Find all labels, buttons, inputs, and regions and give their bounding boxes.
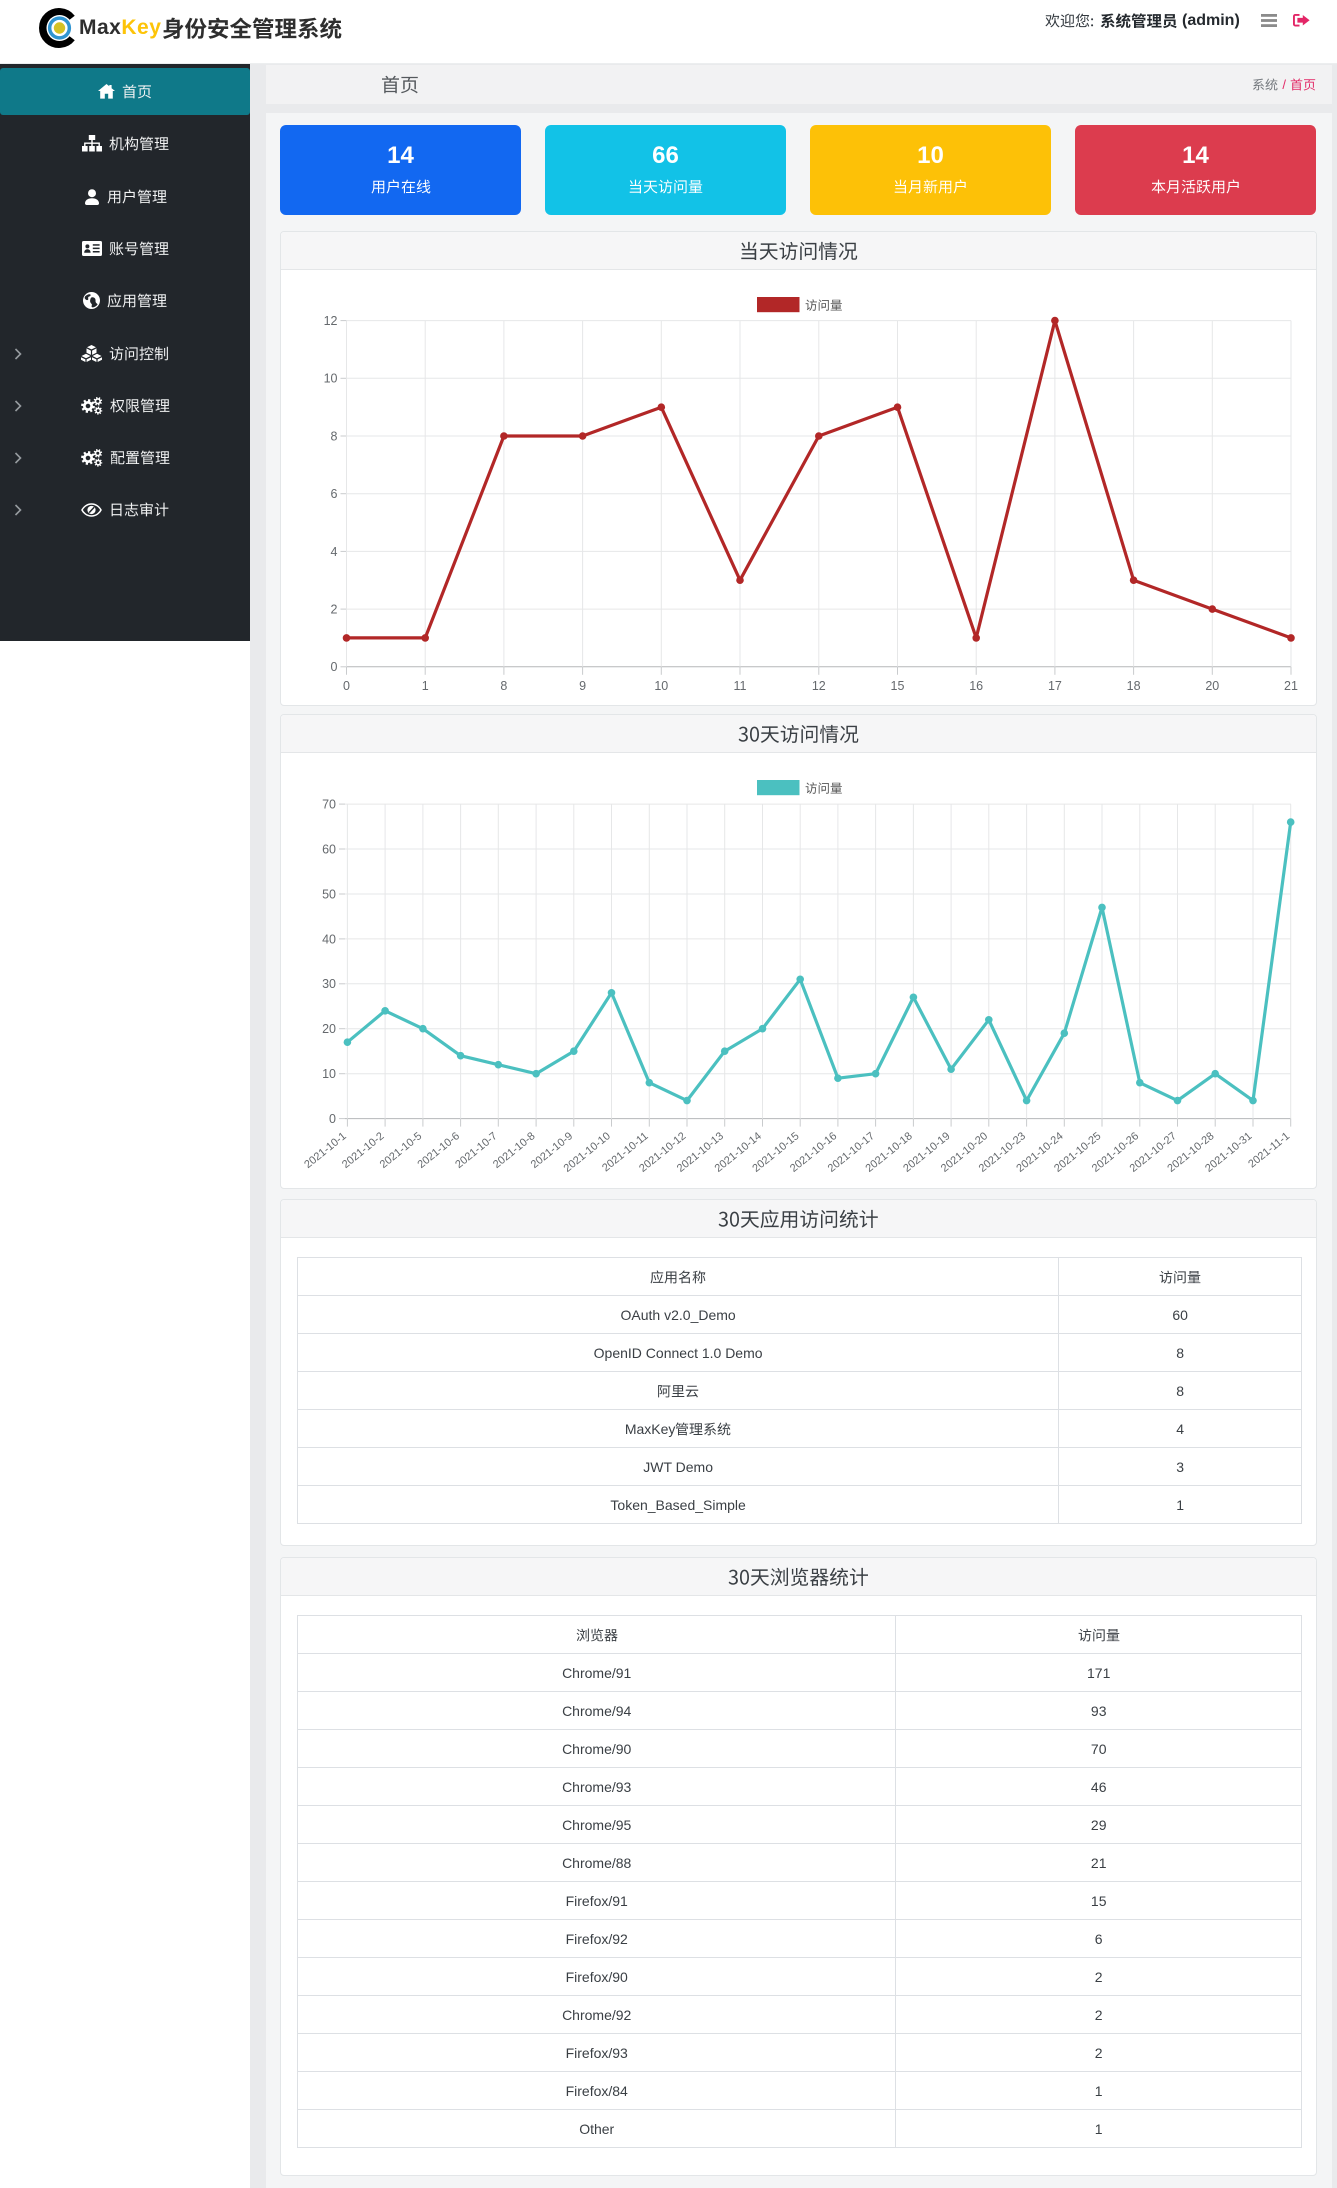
svg-text:20: 20 bbox=[1205, 679, 1219, 693]
svg-text:2021-11-1: 2021-11-1 bbox=[1246, 1130, 1292, 1170]
svg-text:21: 21 bbox=[1284, 679, 1298, 693]
svg-text:0: 0 bbox=[329, 1112, 336, 1126]
svg-text:8: 8 bbox=[331, 429, 338, 443]
svg-text:20: 20 bbox=[322, 1022, 336, 1036]
svg-text:18: 18 bbox=[1127, 679, 1141, 693]
svg-text:16: 16 bbox=[969, 679, 983, 693]
svg-text:4: 4 bbox=[331, 545, 338, 559]
svg-text:50: 50 bbox=[322, 887, 336, 901]
svg-text:10: 10 bbox=[324, 372, 338, 386]
svg-text:11: 11 bbox=[734, 679, 747, 693]
svg-text:0: 0 bbox=[343, 679, 350, 693]
svg-text:9: 9 bbox=[579, 679, 586, 693]
svg-text:0: 0 bbox=[331, 660, 338, 674]
svg-text:10: 10 bbox=[322, 1067, 336, 1081]
svg-text:8: 8 bbox=[500, 679, 507, 693]
svg-text:2: 2 bbox=[331, 603, 338, 617]
svg-text:60: 60 bbox=[322, 842, 336, 856]
svg-text:10: 10 bbox=[654, 679, 668, 693]
svg-text:12: 12 bbox=[812, 679, 826, 693]
svg-text:6: 6 bbox=[331, 487, 338, 501]
svg-text:70: 70 bbox=[322, 798, 336, 812]
svg-text:30: 30 bbox=[322, 977, 336, 991]
svg-text:17: 17 bbox=[1048, 679, 1062, 693]
svg-text:15: 15 bbox=[891, 679, 905, 693]
svg-text:12: 12 bbox=[324, 314, 338, 328]
svg-text:40: 40 bbox=[322, 932, 336, 946]
svg-text:1: 1 bbox=[422, 679, 429, 693]
